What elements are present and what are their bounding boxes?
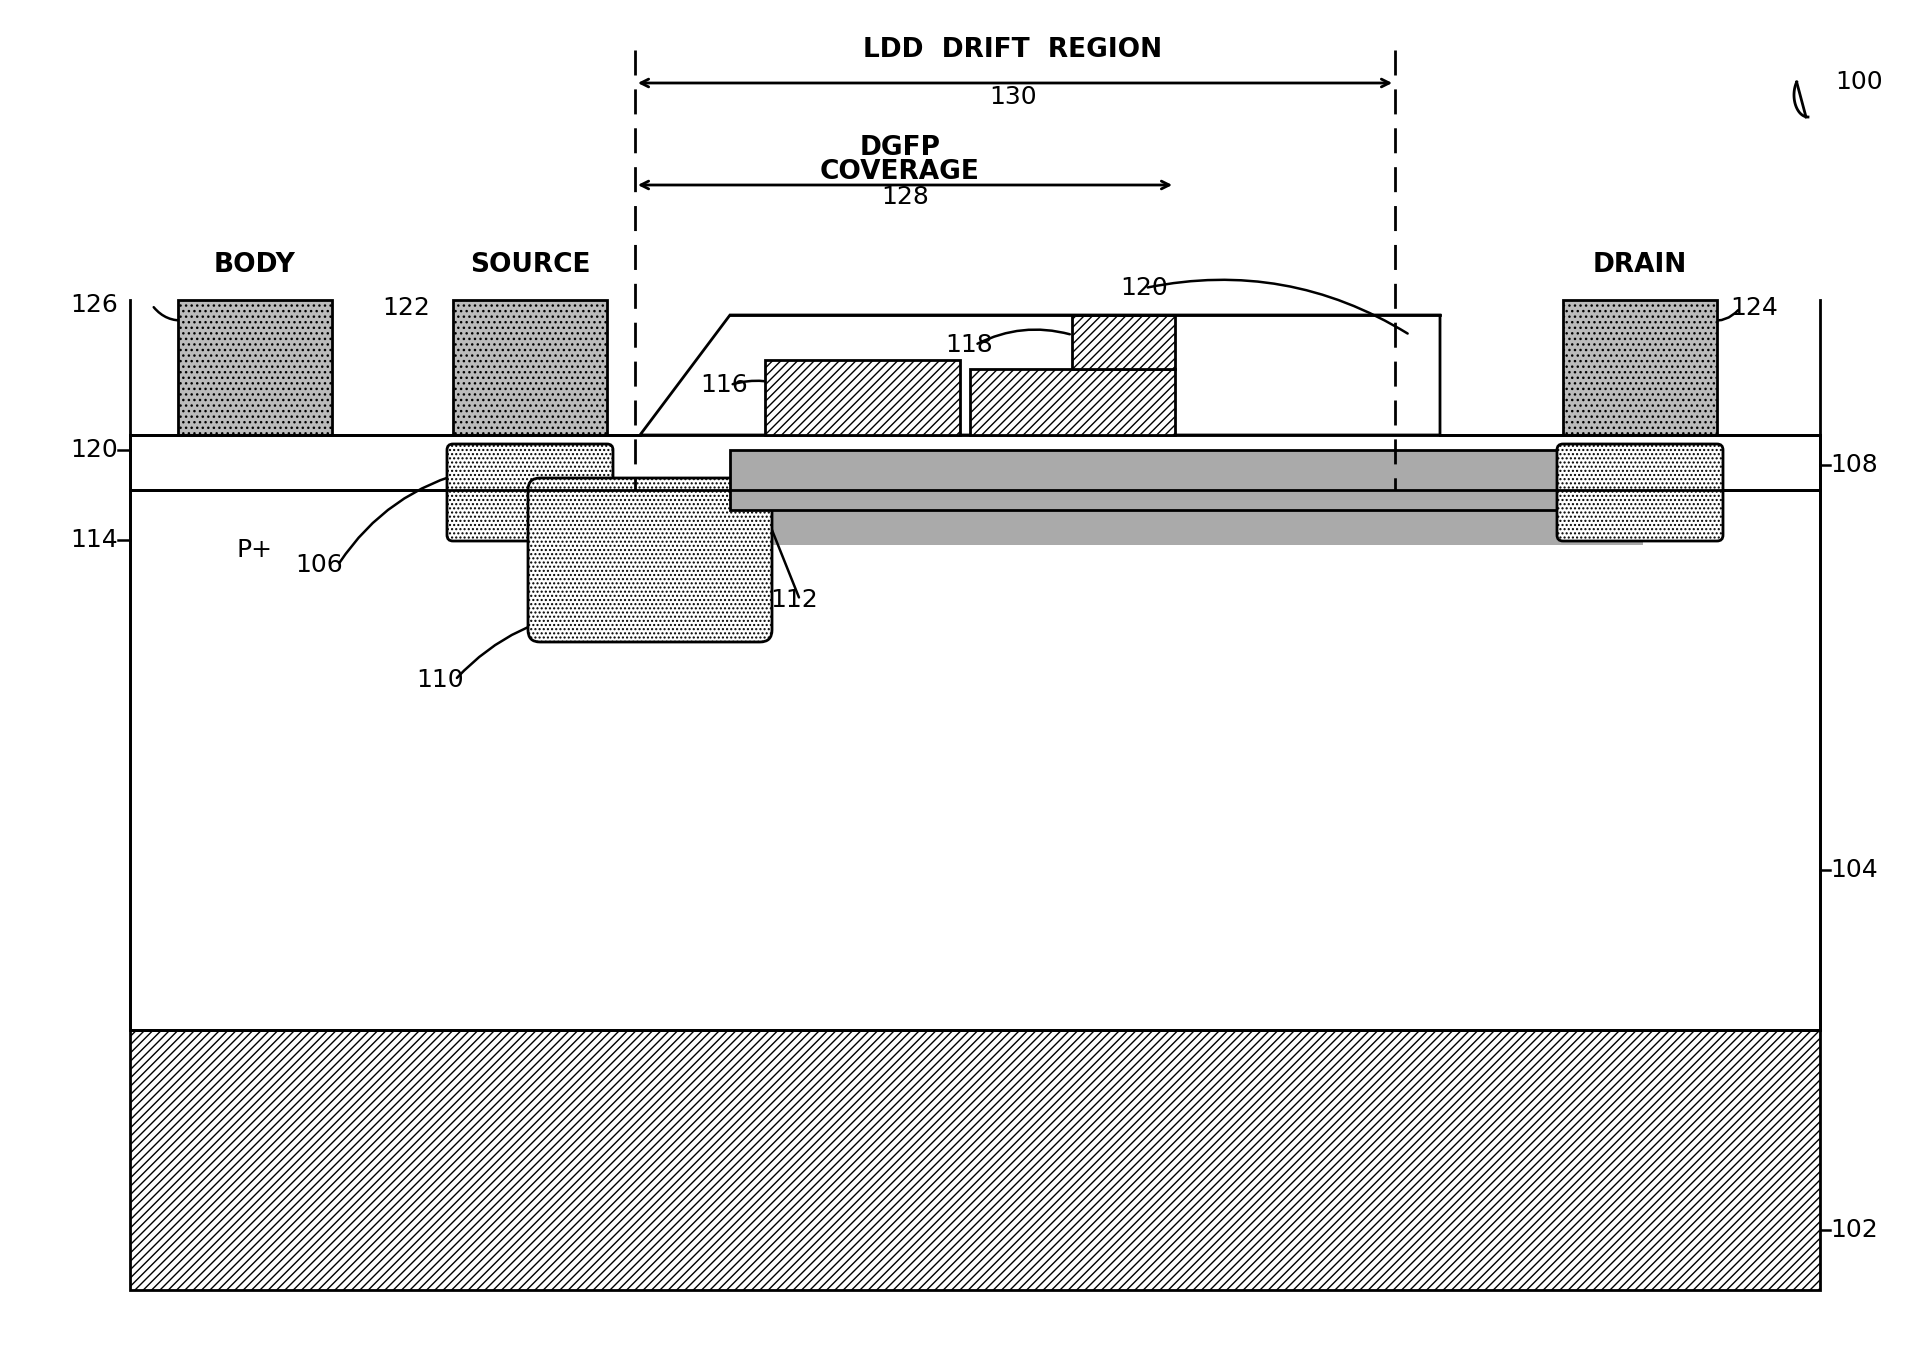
Text: 122: 122 bbox=[382, 297, 430, 320]
Text: 108: 108 bbox=[1830, 454, 1878, 477]
Text: 114: 114 bbox=[71, 528, 119, 552]
Text: 110: 110 bbox=[417, 668, 465, 692]
Text: N+: N+ bbox=[511, 456, 549, 481]
Text: N+: N+ bbox=[1616, 456, 1654, 481]
Text: 116: 116 bbox=[700, 372, 748, 397]
Text: 118: 118 bbox=[945, 333, 992, 357]
Text: SOURCE: SOURCE bbox=[470, 252, 591, 278]
Bar bbox=[130, 435, 1820, 490]
Text: 100: 100 bbox=[1836, 70, 1883, 93]
FancyBboxPatch shape bbox=[1556, 444, 1723, 542]
FancyBboxPatch shape bbox=[528, 478, 772, 642]
Text: 126: 126 bbox=[71, 292, 119, 317]
Text: 106: 106 bbox=[294, 552, 342, 577]
Text: 120: 120 bbox=[1120, 276, 1168, 301]
Bar bbox=[453, 301, 606, 435]
Text: P+: P+ bbox=[237, 538, 273, 562]
Text: 124: 124 bbox=[1730, 297, 1778, 320]
Text: P-Ch: P-Ch bbox=[629, 548, 683, 571]
Text: DRAIN: DRAIN bbox=[1593, 252, 1686, 278]
Bar bbox=[178, 301, 333, 435]
Polygon shape bbox=[641, 315, 1440, 435]
Text: DGFP: DGFP bbox=[860, 135, 941, 161]
Bar bbox=[130, 490, 1820, 1030]
Text: 112: 112 bbox=[771, 588, 818, 612]
Bar bbox=[730, 450, 1562, 510]
Text: 104: 104 bbox=[1830, 858, 1878, 881]
Text: COVERAGE: COVERAGE bbox=[820, 158, 981, 185]
Text: 128: 128 bbox=[881, 185, 929, 209]
Bar bbox=[969, 370, 1176, 435]
Text: 130: 130 bbox=[989, 85, 1036, 110]
Bar bbox=[1562, 301, 1717, 435]
Bar bbox=[730, 510, 1642, 546]
FancyBboxPatch shape bbox=[447, 444, 614, 542]
Bar bbox=[130, 1030, 1820, 1290]
Bar bbox=[765, 360, 960, 435]
Text: 120: 120 bbox=[71, 437, 119, 462]
Bar bbox=[1073, 315, 1176, 370]
Text: LDD  DRIFT  REGION: LDD DRIFT REGION bbox=[864, 37, 1162, 64]
Text: BODY: BODY bbox=[214, 252, 296, 278]
Text: LDD: LDD bbox=[1075, 456, 1124, 481]
Text: 102: 102 bbox=[1830, 1219, 1878, 1242]
